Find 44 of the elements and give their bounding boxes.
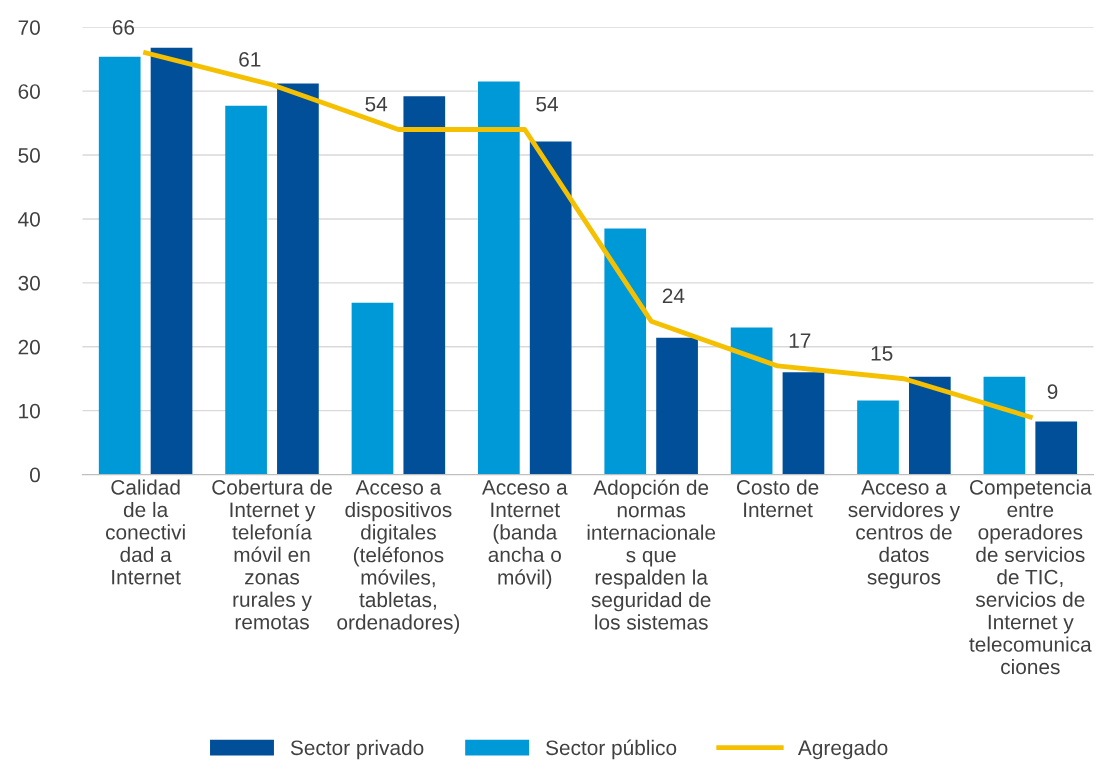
bar <box>277 83 319 475</box>
bar <box>1035 421 1078 475</box>
bar <box>403 96 446 475</box>
legend-label: Sector público <box>546 739 677 760</box>
data-label: 9 <box>1047 384 1058 400</box>
x-tick-label: Cobertura de Internet y telefonía móvil en zonas rurales y remotas <box>212 479 332 630</box>
y-tick-label: 70 <box>18 20 40 35</box>
data-label: 15 <box>871 346 893 361</box>
bar <box>857 400 899 475</box>
data-label: 54 <box>365 96 388 112</box>
x-tick-label: Acceso a servidores y centros de datos seguros <box>848 480 961 589</box>
x-tick-label: Adopción de normas internacionale s que respalden la seguridad de los sistemas <box>587 479 716 630</box>
legend-label: Sector privado <box>290 739 424 760</box>
bar <box>351 302 394 475</box>
bar <box>529 141 572 475</box>
bar <box>908 376 951 475</box>
bar <box>730 327 773 475</box>
x-tick-label: Acceso a dispositivos digitales (teléfonos móviles, tabletas, ordenadores) <box>337 480 460 634</box>
data-label: 17 <box>789 333 811 348</box>
x-tick-label: Costo de Internet <box>736 479 819 518</box>
x-tick-label: Acceso a Internet (banda ancha o móvil) <box>481 480 568 589</box>
category-label: Competencia entre operadores de servicios de TIC, servicios de Internet y telecomunica ciones <box>969 479 1092 675</box>
legend-label: Agregado <box>797 739 888 760</box>
data-label: 54 <box>536 96 558 112</box>
x-tick-label: Calidad de la conectivi dad a Internet <box>105 479 185 585</box>
y-tick-label: 0 <box>29 467 40 483</box>
data-label: 24 <box>662 288 685 303</box>
data-label: 66 <box>112 20 135 35</box>
bar <box>782 372 825 475</box>
y-tick-label: 60 <box>18 84 40 99</box>
bar <box>225 105 267 475</box>
bar <box>478 81 520 475</box>
y-tick-label: 20 <box>18 339 40 355</box>
bar <box>656 337 698 475</box>
y-tick-label: 30 <box>18 275 40 291</box>
bar <box>983 376 1026 475</box>
bar <box>98 56 141 475</box>
bar <box>150 47 193 475</box>
bar <box>604 228 647 475</box>
y-tick-label: 40 <box>18 211 40 227</box>
y-tick-label: 50 <box>18 148 40 163</box>
line-series <box>143 50 1033 420</box>
y-tick-label: 10 <box>19 403 40 419</box>
data-label: 61 <box>239 51 261 67</box>
